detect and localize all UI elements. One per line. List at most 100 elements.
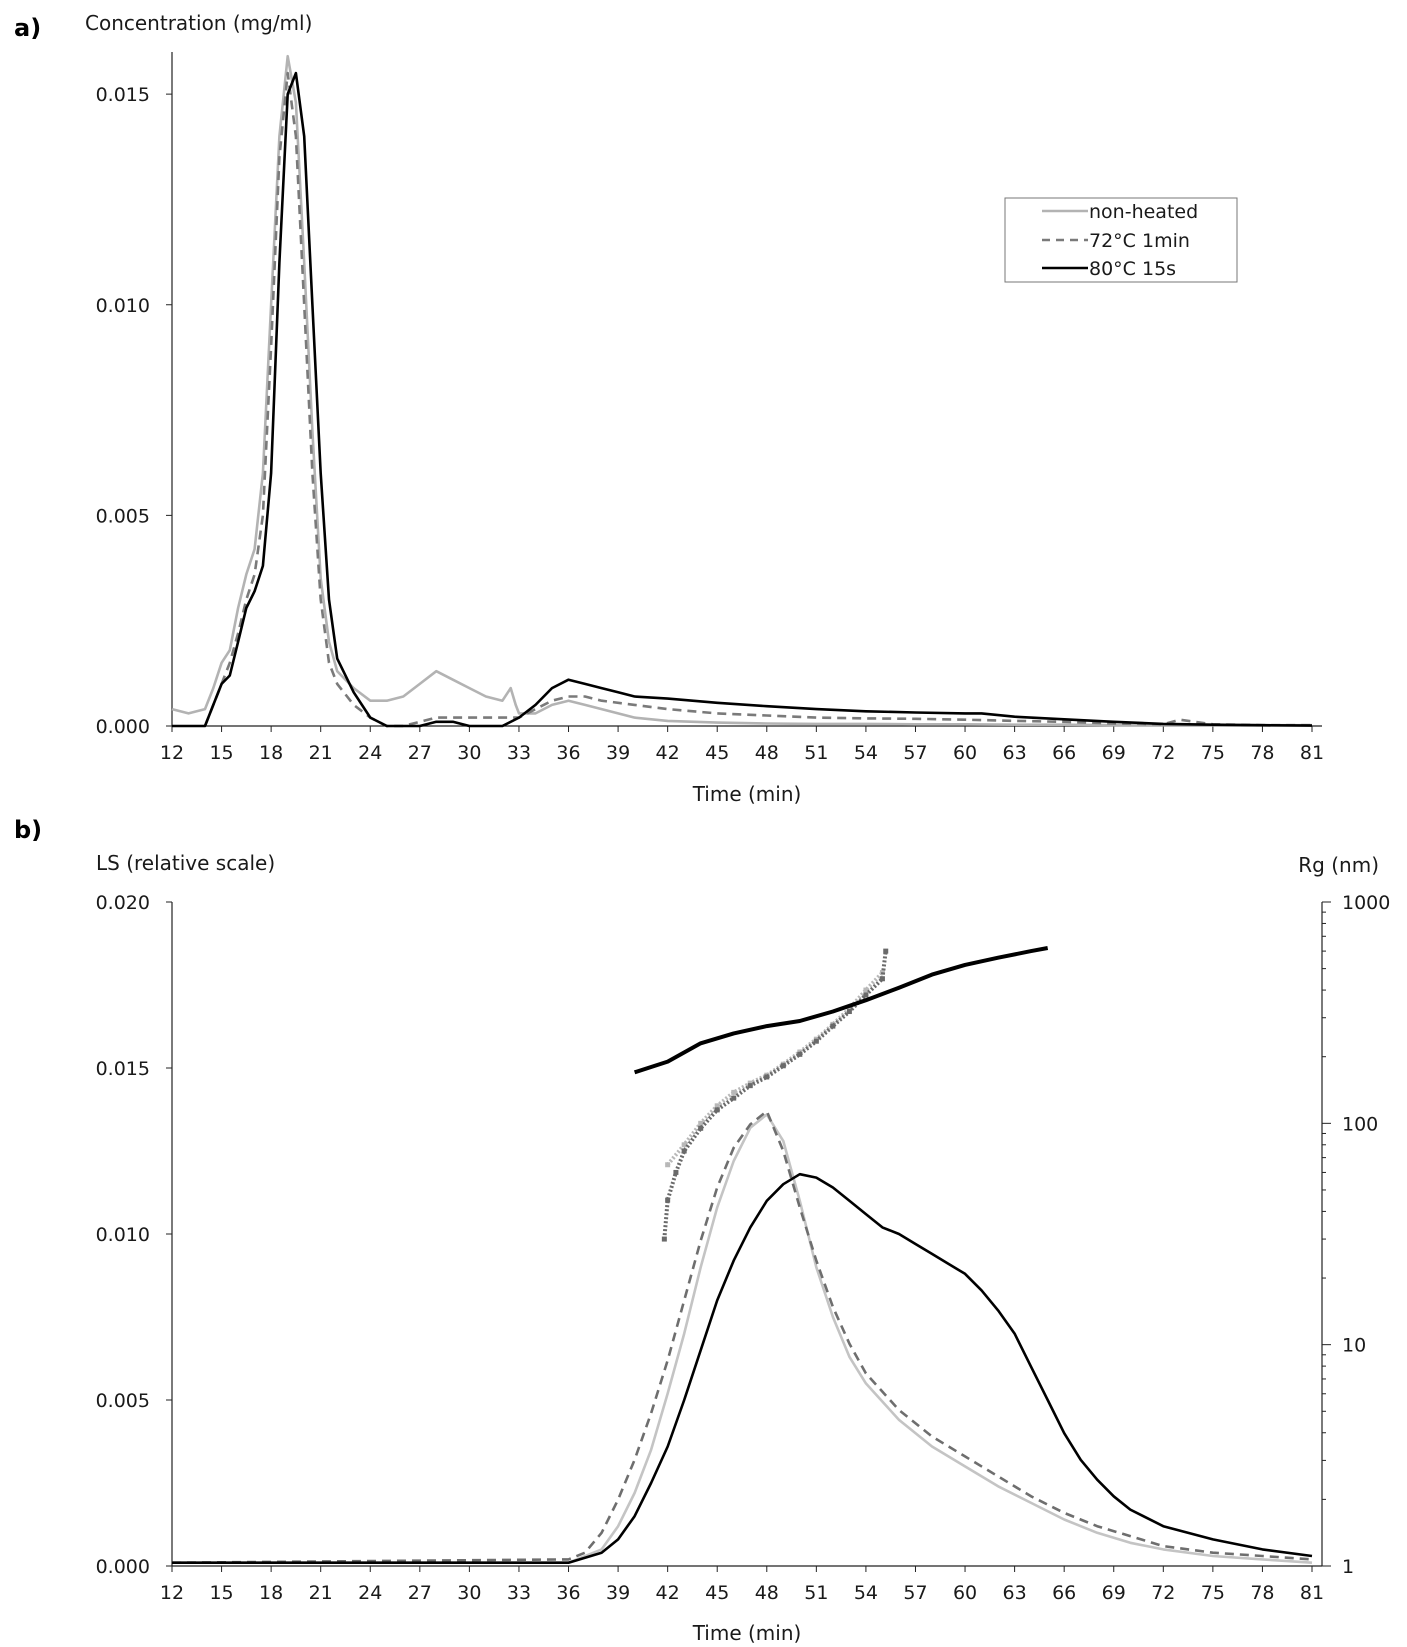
panel-b-x-tick-label: 21 (309, 1582, 333, 1604)
panel-b-x-tick-label: 27 (408, 1582, 432, 1604)
panel-b-x-tick-label: 66 (1052, 1582, 1076, 1604)
panel-a-y-tick-label: 0.015 (96, 84, 150, 106)
panel-a-x-tick-label: 18 (259, 742, 283, 764)
panel-a-ticks: 12 15 18 21 24 27 30 33 36 39 42 45 48 51 54 57 60 63 66 69… (96, 84, 1325, 764)
panel-b-x-tick-label: 45 (705, 1582, 729, 1604)
panel-a-x-tick-label: 63 (1003, 742, 1027, 764)
panel-a-x-tick-label: 54 (854, 742, 878, 764)
panel-b-x-tick-label: 78 (1250, 1582, 1274, 1604)
panel-b-x-tick-label: 75 (1201, 1582, 1225, 1604)
panel-a-x-tick-label: 24 (358, 742, 382, 764)
panel-b-point-rg-72-c-1min (698, 1125, 704, 1131)
panel-a-y-tick-label: 0.000 (96, 716, 150, 738)
panel-b-x-axis-label: Time (min) (692, 1621, 802, 1645)
panel-a-x-tick-label: 72 (1151, 742, 1175, 764)
panel-b-x-tick-label: 72 (1151, 1582, 1175, 1604)
panel-b-y2-tick-label: 1 (1342, 1556, 1354, 1578)
panel-b-x-tick-label: 48 (755, 1582, 779, 1604)
panel-a-x-tick-label: 57 (903, 742, 927, 764)
panel-b-x-tick-label: 30 (457, 1582, 481, 1604)
panel-a-x-axis-label: Time (min) (692, 782, 802, 806)
panel-a-x-tick-label: 33 (507, 742, 531, 764)
panel-a-line-80-c-15s (172, 71, 1313, 728)
panel-b-point-rg-72-c-1min (883, 948, 889, 954)
panel-b-x-tick-label: 60 (953, 1582, 977, 1604)
panel-a-x-tick-label: 48 (755, 742, 779, 764)
panel-b-x-tick-label: 42 (656, 1582, 680, 1604)
panel-a-x-tick-label: 42 (656, 742, 680, 764)
panel-b-x-tick-label: 39 (606, 1582, 630, 1604)
panel-a: a) Concentration (mg/ml) Time (min) 12 15… (14, 11, 1324, 806)
panel-b-line-rg-80-c-15s (633, 946, 1049, 1075)
panel-b-x-tick-label: 81 (1300, 1582, 1324, 1604)
panel-a-x-tick-label: 12 (160, 742, 184, 764)
panel-b-x-tick-label: 24 (358, 1582, 382, 1604)
panel-b-point-rg-72-c-1min (714, 1107, 720, 1113)
panel-b-y2-tick-label: 10 (1342, 1335, 1366, 1357)
panel-a-x-tick-label: 39 (606, 742, 630, 764)
panel-b-series-rg-72-c-1min (661, 948, 889, 1242)
panel-b-point-rg-72-c-1min (665, 1197, 671, 1203)
panel-a-y-tick-label: 0.005 (96, 505, 150, 527)
panel-a-line-non-heated (171, 54, 1312, 727)
panel-b-x-tick-label: 18 (259, 1582, 283, 1604)
panel-b-y-tick-label: 0.020 (96, 892, 150, 914)
panel-b-x-tick-label: 54 (854, 1582, 878, 1604)
panel-b-label: b) (14, 816, 42, 844)
panel-b-y-axis-label: LS (relative scale) (96, 851, 275, 875)
panel-b-line-ls-non-heated (172, 1113, 1313, 1564)
panel-a-legend: non-heated 72°C 1min 80°C 15s (1004, 197, 1238, 283)
panel-a-x-tick-label: 78 (1250, 742, 1274, 764)
panel-b-point-rg-72-c-1min (681, 1148, 687, 1154)
legend-label-non-heated: non-heated (1089, 201, 1198, 223)
panel-a-x-tick-label: 51 (804, 742, 828, 764)
panel-b-x-tick-label: 12 (160, 1582, 184, 1604)
panel-a-x-tick-label: 69 (1102, 742, 1126, 764)
panel-b-y2-axis-label: Rg (nm) (1298, 853, 1379, 877)
panel-b-point-rg-72-c-1min (780, 1063, 786, 1069)
panel-b-line-ls-72-c-1min (171, 1109, 1313, 1564)
legend-label-72c: 72°C 1min (1089, 230, 1190, 252)
panel-a-x-tick-label: 45 (705, 742, 729, 764)
panel-a-x-tick-label: 75 (1201, 742, 1225, 764)
panel-a-x-tick-label: 60 (953, 742, 977, 764)
panel-a-y-axis-label: Concentration (mg/ml) (85, 11, 312, 35)
panel-b-x-tick-label: 63 (1003, 1582, 1027, 1604)
panel-a-y-tick-label: 0.010 (96, 295, 150, 317)
panel-b: b) LS (relative scale) Rg (nm) Time (min… (14, 816, 1390, 1645)
panel-b-series (171, 946, 1313, 1564)
panel-b-y-tick-label: 0.010 (96, 1224, 150, 1246)
panel-b-y2-tick-label: 1000 (1342, 892, 1390, 914)
panel-b-point-rg-72-c-1min (879, 976, 885, 982)
panel-b-line-rg-non-heated (666, 971, 884, 1166)
panel-b-y-tick-label: 0.000 (96, 1556, 150, 1578)
panel-b-x-tick-label: 69 (1102, 1582, 1126, 1604)
panel-b-y2-tick-label: 100 (1342, 1113, 1378, 1135)
panel-b-point-rg-non-heated (863, 987, 869, 993)
panel-b-y-tick-label: 0.005 (96, 1390, 150, 1412)
panel-a-x-tick-label: 15 (209, 742, 233, 764)
panel-b-ticks: 12 15 18 21 24 27 30 33 36 39 42 45 48 51 54 57 60 63 66 69… (96, 892, 1391, 1604)
panel-b-x-tick-label: 51 (804, 1582, 828, 1604)
panel-b-point-rg-non-heated (731, 1089, 737, 1095)
panel-b-x-tick-label: 33 (507, 1582, 531, 1604)
panel-b-point-rg-72-c-1min (797, 1051, 803, 1057)
panel-b-x-tick-label: 57 (903, 1582, 927, 1604)
panel-b-point-rg-72-c-1min (764, 1074, 770, 1080)
panel-a-series (171, 54, 1313, 728)
panel-b-line-rg-72-c-1min (662, 950, 888, 1240)
panel-b-y-tick-label: 0.015 (96, 1058, 150, 1080)
legend-label-80c: 80°C 15s (1089, 258, 1176, 280)
panel-a-x-tick-label: 21 (309, 742, 333, 764)
panel-b-line-ls-80-c-15s (172, 1172, 1313, 1564)
panel-b-x-tick-label: 15 (209, 1582, 233, 1604)
panel-a-label: a) (14, 14, 41, 42)
panel-a-x-tick-label: 27 (408, 742, 432, 764)
panel-a-x-tick-label: 81 (1300, 742, 1324, 764)
panel-b-point-rg-72-c-1min (830, 1023, 836, 1029)
panel-b-x-tick-label: 36 (556, 1582, 580, 1604)
panel-a-line-72-c-1min (203, 71, 1312, 728)
panel-a-x-tick-label: 66 (1052, 742, 1076, 764)
panel-a-x-tick-label: 30 (457, 742, 481, 764)
